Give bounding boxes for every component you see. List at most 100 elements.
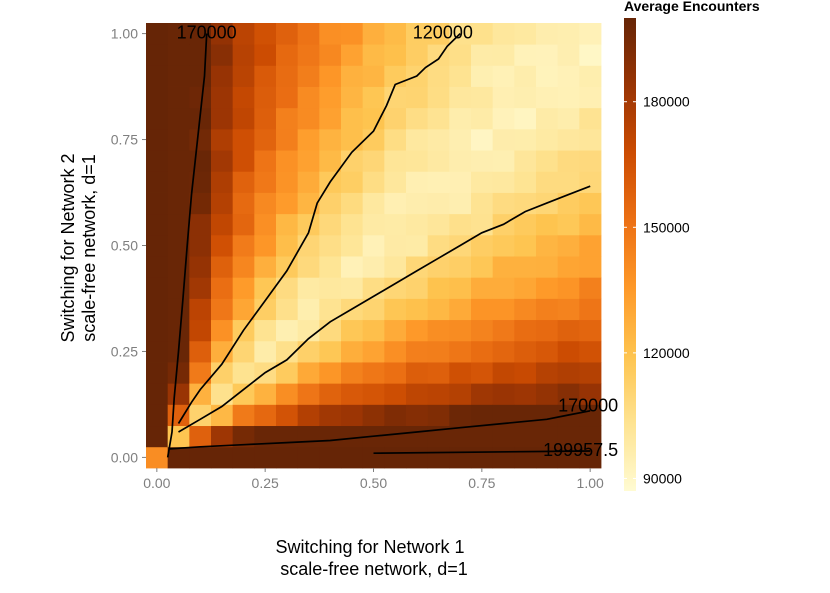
heatmap-tile xyxy=(319,192,342,215)
heatmap-tile xyxy=(232,150,255,172)
heatmap-tile xyxy=(167,319,190,342)
heatmap-tile xyxy=(406,150,429,172)
heatmap-tile xyxy=(384,340,407,363)
heatmap-tile xyxy=(579,86,602,109)
heatmap-tile xyxy=(319,86,342,109)
heatmap-tile xyxy=(427,171,450,193)
heatmap-tile xyxy=(449,65,472,87)
heatmap-tile xyxy=(297,404,320,427)
heatmap-tile xyxy=(514,277,537,299)
heatmap-tile xyxy=(579,213,602,236)
heatmap-tile xyxy=(384,44,407,66)
heatmap-tile xyxy=(492,404,515,427)
heatmap-tile xyxy=(471,23,494,45)
heatmap-tile xyxy=(254,65,277,87)
heatmap-tile xyxy=(232,234,255,257)
heatmap-tile xyxy=(557,23,580,45)
heatmap-tile xyxy=(406,277,429,299)
heatmap-tile xyxy=(384,256,407,278)
heatmap-tile xyxy=(492,340,515,363)
heatmap-tile xyxy=(362,65,385,87)
heatmap-tile xyxy=(406,319,429,342)
heatmap-tile xyxy=(319,23,342,45)
x-axis-title-line1: Switching for Network 1 xyxy=(275,537,464,557)
heatmap-tile xyxy=(362,86,385,109)
heatmap-tile xyxy=(189,150,212,172)
heatmap-tile xyxy=(406,446,429,469)
heatmap-tile xyxy=(232,23,255,45)
heatmap-tile xyxy=(471,298,494,321)
x-axis-ticks: 0.00 0.25 0.50 0.75 1.00 xyxy=(143,468,604,491)
heatmap-tile xyxy=(557,65,580,87)
heatmap-tile xyxy=(276,213,299,236)
heatmap-tile xyxy=(492,192,515,215)
heatmap-tile xyxy=(189,277,212,299)
heatmap-tile xyxy=(341,23,364,45)
heatmap-tile xyxy=(276,446,299,469)
heatmap-tile xyxy=(146,107,169,130)
heatmap-tile xyxy=(536,362,559,384)
heatmap-tile xyxy=(211,44,234,66)
heatmap-tile xyxy=(319,277,342,299)
heatmap-tile xyxy=(254,192,277,215)
heatmap-tile xyxy=(189,44,212,66)
heatmap-tile xyxy=(297,319,320,342)
heatmap-tile xyxy=(579,128,602,151)
legend-tick-label: 90000 xyxy=(643,470,682,486)
x-axis-title-line2: scale-free network, d=1 xyxy=(280,559,468,579)
heatmap-tile xyxy=(557,425,580,448)
heatmap-tile xyxy=(427,404,450,427)
heatmap-tile xyxy=(492,107,515,130)
heatmap-tile xyxy=(254,256,277,278)
heatmap-tile xyxy=(319,256,342,278)
heatmap-tile xyxy=(536,65,559,87)
heatmap-tile xyxy=(427,256,450,278)
heatmap-tile xyxy=(146,340,169,363)
heatmap-tile xyxy=(406,340,429,363)
y-axis-title-line1: Switching for Network 2 xyxy=(58,153,78,342)
heatmap-tile xyxy=(362,362,385,384)
heatmap-tile xyxy=(471,256,494,278)
heatmap-tile xyxy=(211,425,234,448)
heatmap-tile xyxy=(449,340,472,363)
heatmap-tile xyxy=(341,107,364,130)
heatmap-tile xyxy=(514,383,537,405)
contour-label: 170000 xyxy=(177,23,237,43)
heatmap-tile xyxy=(557,44,580,66)
heatmap-tile xyxy=(189,128,212,151)
heatmap-tile xyxy=(232,277,255,299)
heatmap-tile xyxy=(514,298,537,321)
y-tick-label: 0.25 xyxy=(111,343,138,359)
heatmap-tile xyxy=(146,234,169,257)
heatmap-tile xyxy=(514,128,537,151)
heatmap-tile xyxy=(211,65,234,87)
heatmap-tile xyxy=(211,362,234,384)
heatmap-tile xyxy=(514,362,537,384)
heatmap-tile xyxy=(492,234,515,257)
heatmap-tile xyxy=(232,86,255,109)
heatmap-tile xyxy=(557,107,580,130)
heatmap-tile xyxy=(146,298,169,321)
heatmap-tile xyxy=(146,23,169,45)
heatmap-tile xyxy=(341,128,364,151)
heatmap-tile xyxy=(146,192,169,215)
heatmap-tile xyxy=(211,404,234,427)
heatmap-tile xyxy=(557,340,580,363)
heatmap-tile xyxy=(341,340,364,363)
heatmap-tile xyxy=(362,213,385,236)
heatmap-tile xyxy=(536,171,559,193)
heatmap-tile xyxy=(406,404,429,427)
heatmap-tile xyxy=(557,86,580,109)
heatmap-tile xyxy=(471,425,494,448)
heatmap-tile xyxy=(427,107,450,130)
heatmap-tile xyxy=(406,86,429,109)
heatmap-tile xyxy=(579,319,602,342)
heatmap-tile xyxy=(384,425,407,448)
heatmap-tile xyxy=(471,107,494,130)
heatmap-tile xyxy=(557,171,580,193)
heatmap-tile xyxy=(449,362,472,384)
legend-ticks: 90000 120000 150000 180000 xyxy=(624,94,690,486)
heatmap-tile xyxy=(362,128,385,151)
heatmap-tile xyxy=(319,319,342,342)
heatmap-tile xyxy=(276,128,299,151)
